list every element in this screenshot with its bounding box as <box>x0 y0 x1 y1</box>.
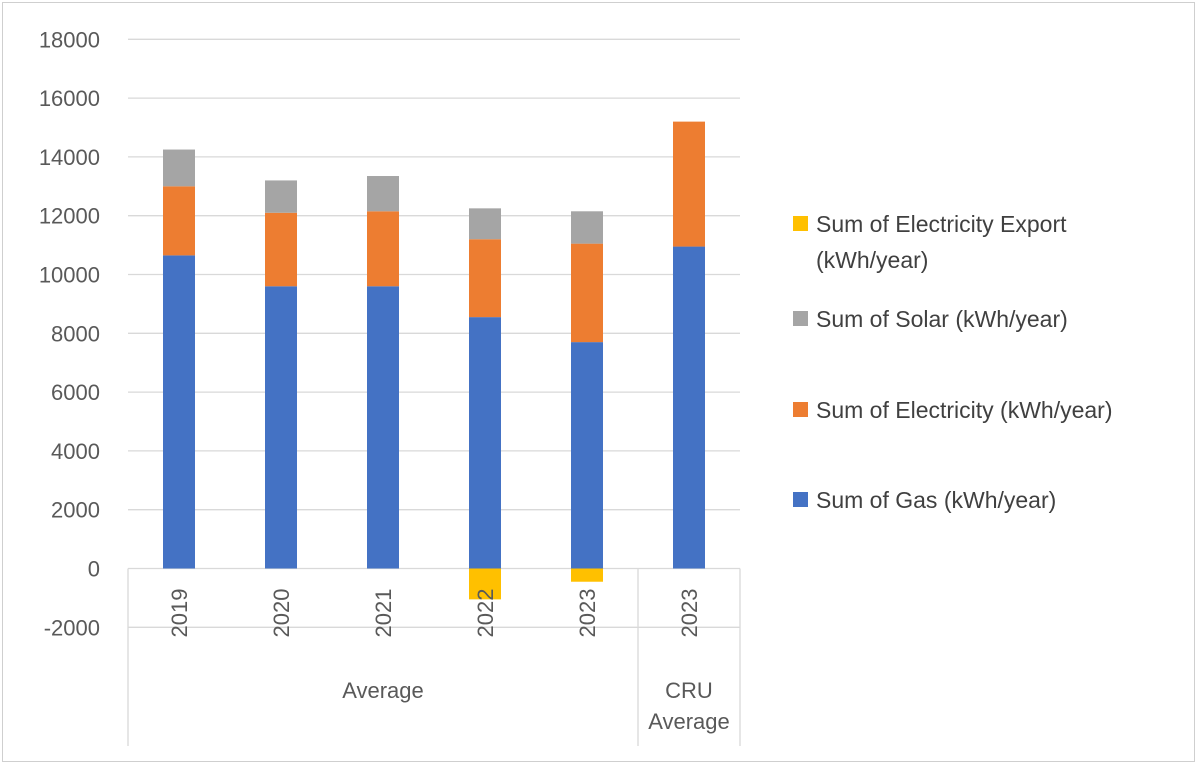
y-tick-label: 0 <box>88 557 100 582</box>
y-tick-label: 18000 <box>39 27 100 52</box>
legend: Sum of Electricity Export (kWh/year) Sum o… <box>793 211 1113 513</box>
legend-label: (kWh/year) <box>816 247 928 273</box>
y-tick-label: 12000 <box>39 204 100 229</box>
legend-swatch <box>793 216 808 231</box>
y-tick-label: -2000 <box>44 615 100 640</box>
legend-swatch <box>793 311 808 326</box>
x-group-label: CRU <box>665 678 713 703</box>
bar-segment <box>571 568 603 582</box>
x-category-label: 2019 <box>167 589 192 638</box>
y-tick-label: 4000 <box>51 439 100 464</box>
x-category-label: 2023 <box>677 589 702 638</box>
legend-label: Sum of Solar (kWh/year) <box>816 306 1068 332</box>
x-category-label: 2023 <box>575 589 600 638</box>
bar-segment <box>265 212 297 287</box>
bar-segment <box>367 211 399 287</box>
bar-segment <box>367 286 399 569</box>
x-category-label: 2020 <box>269 589 294 638</box>
legend-label: Sum of Gas (kWh/year) <box>816 487 1056 513</box>
bar-segment <box>265 180 297 213</box>
bar-segment <box>469 239 501 318</box>
y-tick-label: 6000 <box>51 380 100 405</box>
legend-swatch <box>793 492 808 507</box>
x-category-label: 2022 <box>473 589 498 638</box>
bar-segment <box>673 121 705 247</box>
legend-label: Sum of Electricity (kWh/year) <box>816 397 1113 423</box>
bar-segment <box>367 176 399 212</box>
bar-segment <box>265 286 297 569</box>
x-group-label: Average <box>648 709 730 734</box>
y-tick-label: 10000 <box>39 263 100 288</box>
bar-segment <box>571 342 603 569</box>
y-tick-label: 14000 <box>39 145 100 170</box>
bar-segment <box>571 243 603 343</box>
bar-segment <box>163 149 195 187</box>
bars <box>163 121 705 600</box>
y-tick-label: 16000 <box>39 86 100 111</box>
bar-segment <box>469 317 501 569</box>
legend-swatch <box>793 402 808 417</box>
y-tick-label: 8000 <box>51 321 100 346</box>
x-axis: 2019 2020 2021 2022 2023 2023 Average CRU Averag… <box>127 568 741 746</box>
bar-segment <box>673 246 705 569</box>
bar-segment <box>163 186 195 256</box>
y-axis: -2000 0 2000 4000 6000 8000 10000 12000 14000 160… <box>39 27 100 640</box>
bar-segment <box>163 255 195 569</box>
x-group-label: Average <box>342 678 424 703</box>
gridlines <box>128 38 740 628</box>
x-category-label: 2021 <box>371 589 396 638</box>
legend-label: Sum of Electricity Export <box>816 211 1067 237</box>
bar-segment <box>469 568 501 600</box>
y-tick-label: 2000 <box>51 498 100 523</box>
bar-segment <box>469 208 501 240</box>
bar-segment <box>571 211 603 244</box>
